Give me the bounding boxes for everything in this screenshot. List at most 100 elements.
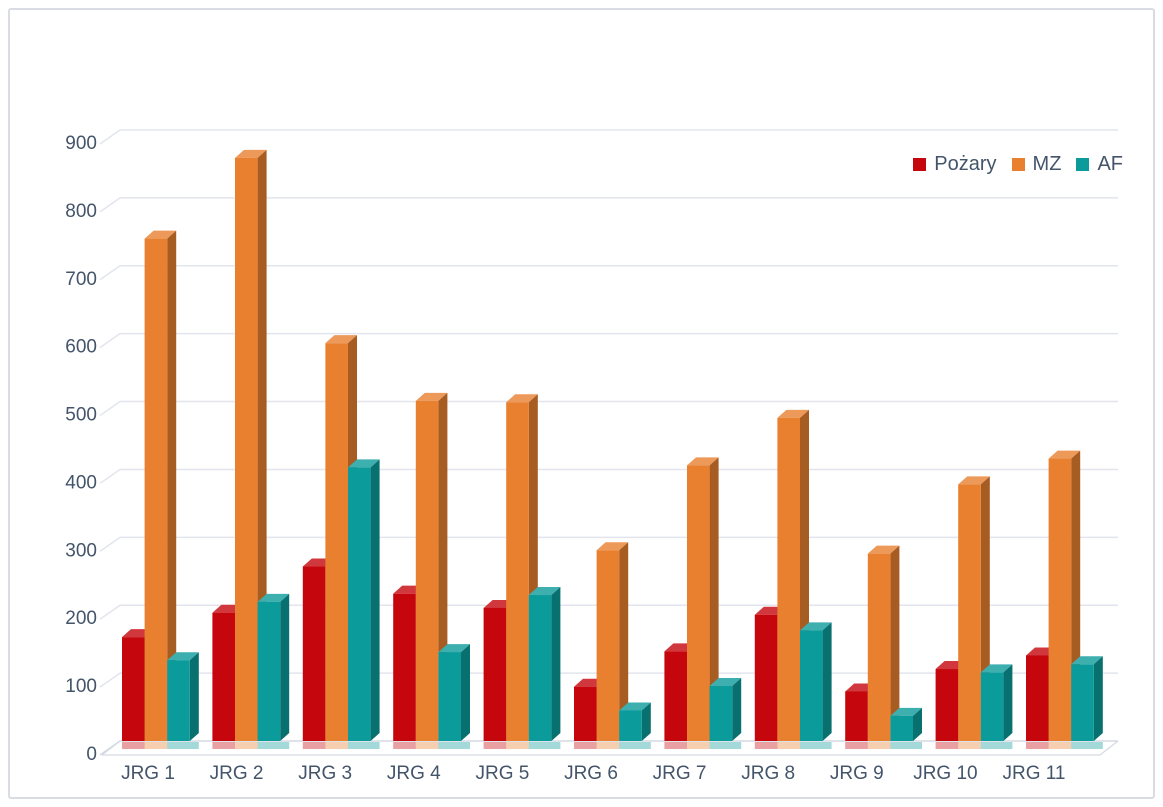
bar-side-face bbox=[167, 230, 177, 741]
y-tick-label-400: 400 bbox=[65, 472, 97, 493]
y-tick-label-900: 900 bbox=[65, 133, 97, 154]
bar-base-shadow bbox=[596, 742, 629, 749]
bar-front-face bbox=[754, 614, 778, 741]
bar-front-face bbox=[1026, 655, 1049, 741]
bar-front-face bbox=[325, 343, 348, 741]
bar-group-jrg-7 bbox=[664, 457, 742, 749]
legend-swatch-af bbox=[1076, 158, 1090, 171]
bar-top-face bbox=[144, 230, 177, 239]
bar-base-shadow bbox=[235, 742, 267, 749]
bar-top-face bbox=[619, 702, 651, 711]
bar-front-face bbox=[867, 553, 891, 741]
bar-top-face bbox=[438, 644, 470, 653]
bar-base-shadow bbox=[890, 742, 922, 749]
bar-front-face bbox=[528, 595, 552, 741]
legend-swatch-mz bbox=[1011, 158, 1025, 171]
bar-front-face bbox=[709, 686, 733, 741]
bar-group-jrg-10 bbox=[935, 476, 1013, 749]
bar-top-face bbox=[980, 664, 1013, 673]
bar-base-shadow bbox=[167, 742, 199, 749]
bar-top-face bbox=[235, 149, 267, 158]
bar-top-face bbox=[890, 707, 922, 716]
bar-side-face bbox=[732, 678, 742, 741]
bar-side-face bbox=[370, 459, 380, 741]
bar-front-face bbox=[235, 157, 258, 741]
bar-af-jrg-3 bbox=[348, 459, 380, 749]
bar-af-jrg-9 bbox=[890, 707, 922, 749]
bar-af-jrg-2 bbox=[257, 593, 290, 749]
bar-base-shadow bbox=[348, 742, 380, 749]
legend-item-af: AF bbox=[1076, 153, 1123, 176]
x-axis-label-jrg-1: JRG 1 bbox=[121, 763, 175, 784]
bar-base-shadow bbox=[415, 742, 448, 749]
bar-base-shadow bbox=[302, 742, 335, 749]
x-axis-label-jrg-11: JRG 11 bbox=[1002, 763, 1065, 784]
x-axis-label-jrg-3: JRG 3 bbox=[298, 763, 352, 784]
bar-base-shadow bbox=[709, 742, 742, 749]
bar-side-face bbox=[189, 652, 199, 741]
bar-front-face bbox=[664, 651, 687, 741]
bar-base-shadow bbox=[393, 742, 425, 749]
bar-side-face bbox=[280, 593, 290, 741]
bar-front-face bbox=[596, 550, 620, 741]
bar-base-shadow bbox=[528, 742, 561, 749]
bar-top-face bbox=[325, 335, 357, 344]
bar-base-shadow bbox=[687, 742, 719, 749]
x-axis-label-jrg-2: JRG 2 bbox=[210, 763, 264, 784]
bar-base-shadow bbox=[1071, 742, 1103, 749]
bar-mz-jrg-7 bbox=[687, 457, 719, 749]
x-axis-label-jrg-7: JRG 7 bbox=[653, 763, 707, 784]
bar-base-shadow bbox=[325, 742, 357, 749]
bar-af-jrg-6 bbox=[619, 702, 651, 749]
bar-group-jrg-4 bbox=[393, 392, 470, 749]
bar-group-jrg-6 bbox=[574, 542, 651, 749]
bar-base-shadow bbox=[664, 742, 696, 749]
bar-af-jrg-8 bbox=[800, 622, 832, 749]
bar-af-jrg-4 bbox=[438, 644, 470, 749]
legend-label-mz: MZ bbox=[1032, 153, 1062, 175]
bar-front-face bbox=[438, 652, 461, 741]
bar-top-face bbox=[709, 678, 742, 687]
bar-base-shadow bbox=[980, 742, 1013, 749]
bar-base-shadow bbox=[212, 742, 244, 749]
bar-front-face bbox=[890, 715, 913, 741]
bar-base-shadow bbox=[777, 742, 809, 749]
bar-top-face bbox=[958, 476, 990, 485]
bar-front-face bbox=[122, 637, 145, 741]
bar-base-shadow bbox=[506, 742, 538, 749]
y-tick-label-600: 600 bbox=[65, 337, 97, 358]
bar-mz-jrg-2 bbox=[235, 149, 267, 749]
bar-base-shadow bbox=[438, 742, 470, 749]
x-axis-label-jrg-6: JRG 6 bbox=[564, 763, 618, 784]
bar-base-shadow bbox=[619, 742, 651, 749]
x-axis-label-jrg-8: JRG 8 bbox=[741, 763, 795, 784]
bar-group-jrg-2 bbox=[212, 149, 290, 749]
gridline-500 bbox=[99, 400, 1118, 417]
gridline-700 bbox=[99, 265, 1118, 281]
bar-base-shadow bbox=[257, 742, 290, 749]
bar-front-face bbox=[144, 238, 168, 741]
bar-front-face bbox=[619, 710, 642, 741]
bar-af-jrg-5 bbox=[528, 587, 561, 749]
bar-front-face bbox=[845, 691, 868, 741]
legend-item-mz: MZ bbox=[1011, 153, 1062, 176]
bar-base-shadow bbox=[122, 742, 154, 749]
bar-side-face bbox=[1003, 664, 1013, 741]
bar-af-jrg-7 bbox=[709, 678, 742, 749]
bar-front-face bbox=[348, 467, 371, 741]
bar-top-face bbox=[1071, 656, 1103, 665]
bar-top-face bbox=[867, 545, 900, 554]
bar-mz-jrg-6 bbox=[596, 542, 629, 749]
bar-top-face bbox=[257, 593, 290, 602]
bar-af-jrg-11 bbox=[1071, 656, 1103, 749]
bar-base-shadow bbox=[845, 742, 877, 749]
bar-group-jrg-8 bbox=[754, 409, 832, 749]
bar-base-shadow bbox=[1026, 742, 1058, 749]
bar-af-jrg-1 bbox=[167, 652, 199, 749]
bar-side-face bbox=[822, 622, 832, 741]
bar-front-face bbox=[574, 686, 597, 741]
bar-base-shadow bbox=[483, 742, 516, 749]
bar-top-face bbox=[687, 457, 719, 466]
y-tick-label-200: 200 bbox=[65, 608, 97, 629]
